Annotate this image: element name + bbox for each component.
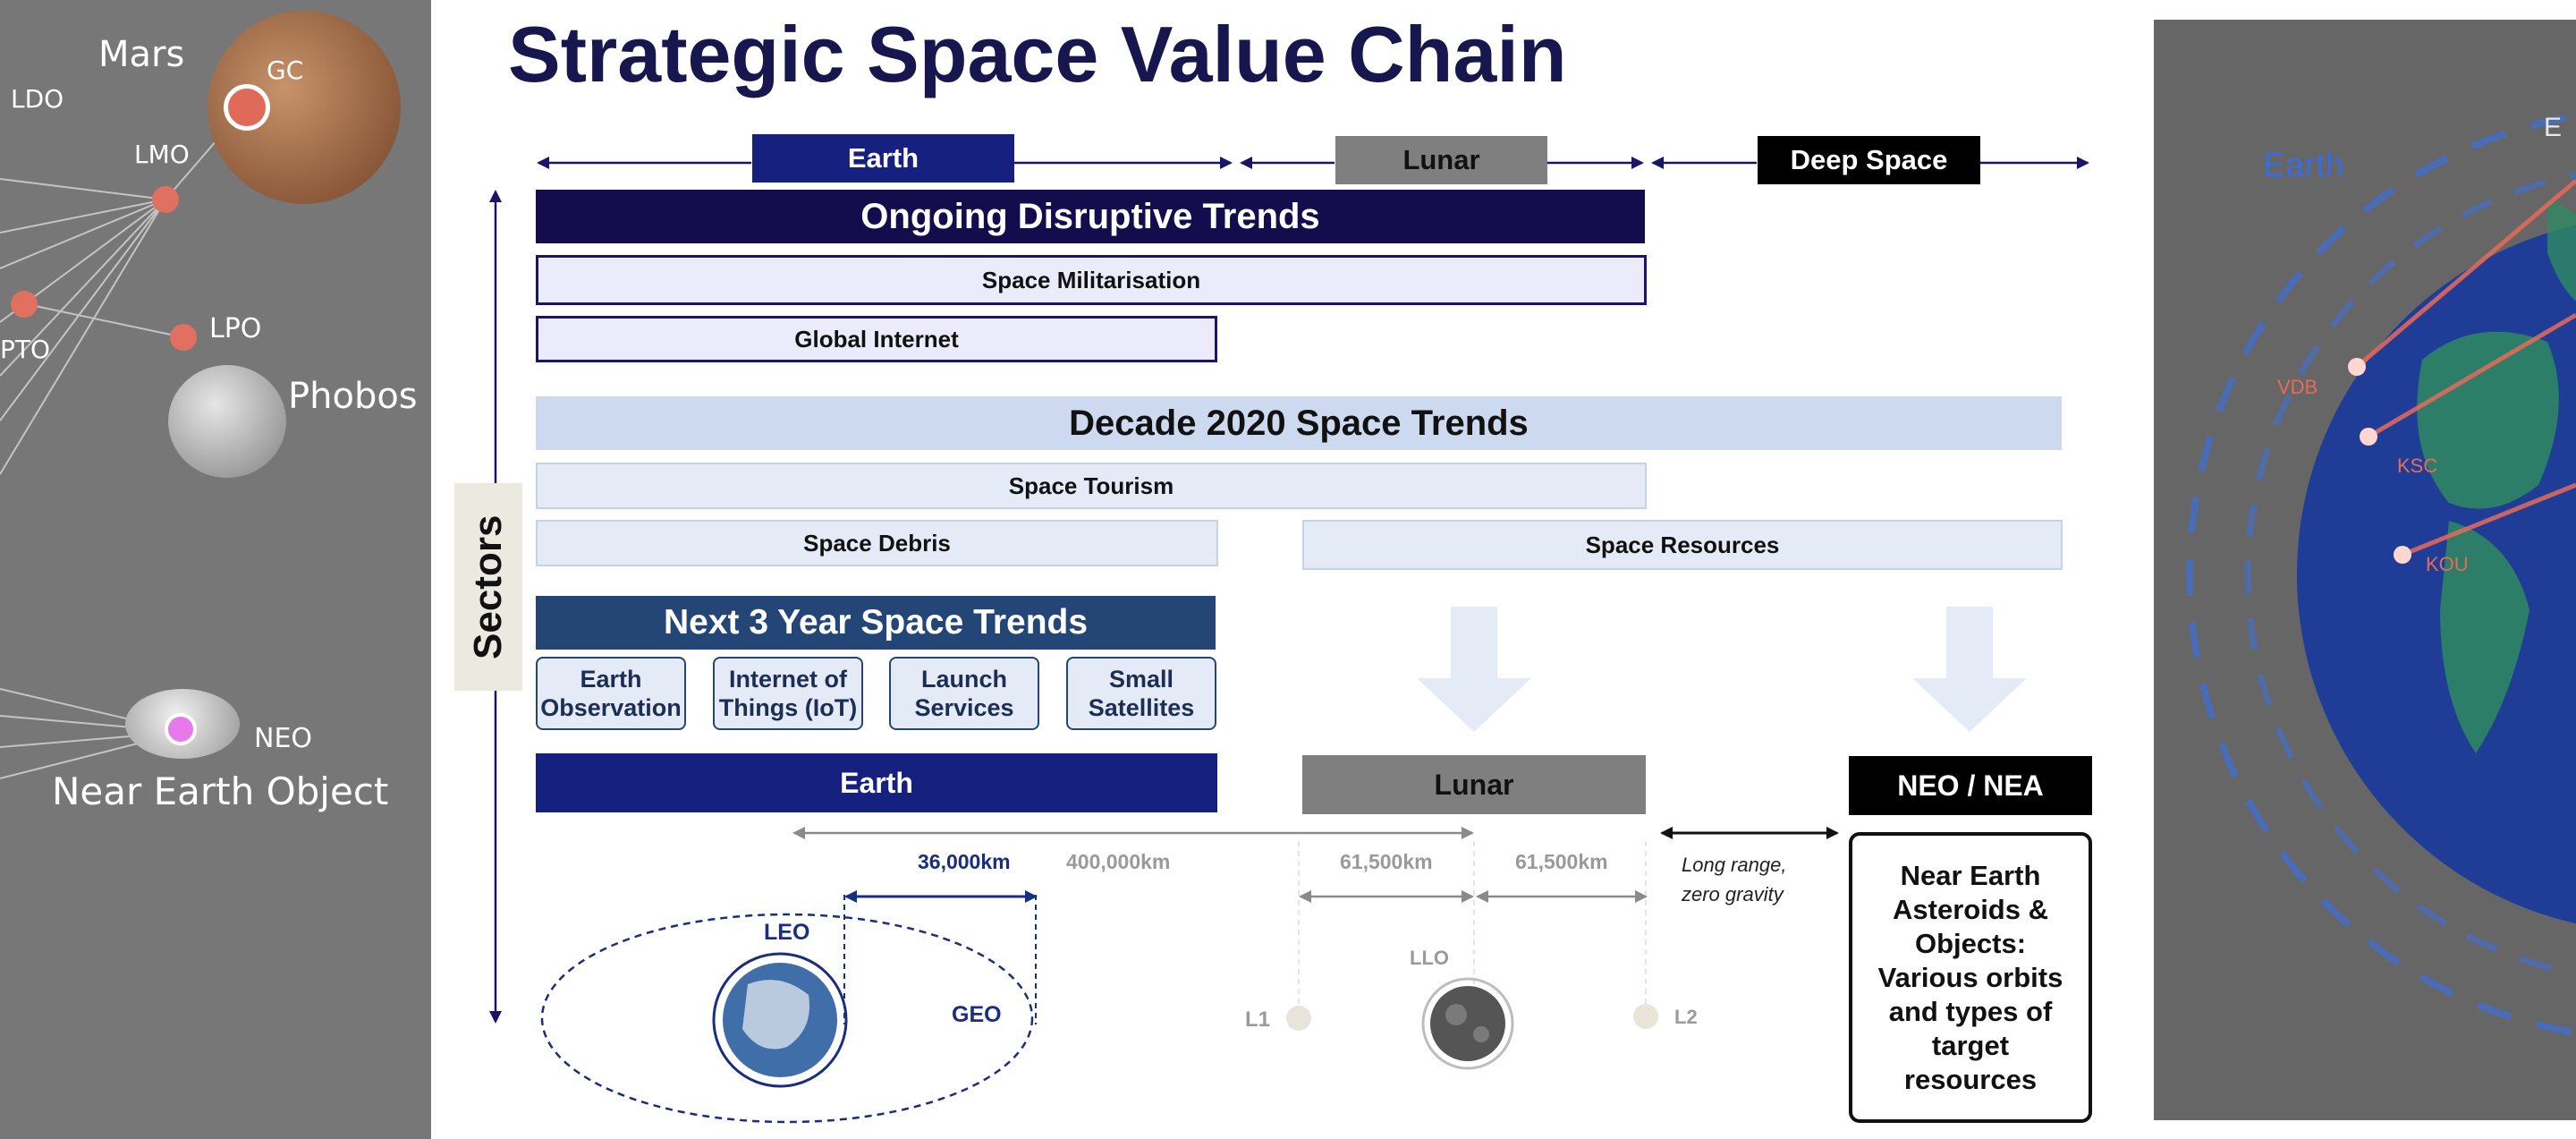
phobos-label: Phobos xyxy=(288,376,418,417)
distance-geo-label: 36,000km xyxy=(918,850,1011,873)
phobos-moon xyxy=(168,365,286,478)
page-title: Strategic Space Value Chain xyxy=(508,10,1567,98)
l2-label: L2 xyxy=(1674,1006,1698,1028)
trend-space-tourism: Space Tourism xyxy=(536,463,1647,509)
tile-iot: Internet of Things (IoT) xyxy=(713,657,863,730)
deep-space-note: Long range, zero gravity xyxy=(1682,854,1787,905)
lpo-label: LPO xyxy=(209,313,262,344)
sector-lunar: Lunar xyxy=(1302,755,1646,814)
vdb-label: VDB xyxy=(2277,376,2318,398)
gc-label: GC xyxy=(267,55,304,85)
sector-neo-nea: NEO / NEA xyxy=(1849,756,2092,815)
ongoing-trends-heading: Ongoing Disruptive Trends xyxy=(536,190,1645,243)
lpo-marker xyxy=(170,324,197,351)
sectors-label: Sectors xyxy=(466,514,510,659)
lmo-marker xyxy=(152,186,179,213)
distance-l2-label: 61,500km xyxy=(1515,850,1608,873)
sectors-label-box xyxy=(454,483,522,691)
ksc-label: KSC xyxy=(2397,455,2438,477)
region-deep-space-tag: Deep Space xyxy=(1758,136,1980,184)
lmo-label: LMO xyxy=(134,140,190,169)
distance-l1-label: 61,500km xyxy=(1340,850,1433,873)
trend-space-debris: Space Debris xyxy=(536,520,1218,566)
region-earth-tag: Earth xyxy=(752,134,1014,183)
pto-label: PTO xyxy=(0,335,51,364)
neo-marker xyxy=(165,713,197,745)
tile-earth-observation: Earth Observation xyxy=(536,657,686,730)
distance-moon-label: 400,000km xyxy=(1066,850,1171,873)
trend-global-internet: Global Internet xyxy=(536,316,1217,362)
llo-label: LLO xyxy=(1410,947,1449,969)
tile-small-satellites: Small Satellites xyxy=(1066,657,1216,730)
kou-label: KOU xyxy=(2426,553,2469,575)
left-panel-lines xyxy=(0,106,246,779)
near-earth-object-label: Near Earth Object xyxy=(52,769,389,813)
sector-earth: Earth xyxy=(536,753,1217,812)
geo-label: GEO xyxy=(952,1002,1002,1027)
gc-marker xyxy=(224,84,270,131)
right-panel-graphic xyxy=(2186,112,2576,1037)
neo-label: NEO xyxy=(254,723,313,754)
tile-launch-services: Launch Services xyxy=(889,657,1039,730)
l1-label: L1 xyxy=(1245,1007,1271,1032)
right-e-label: E xyxy=(2544,113,2563,142)
right-earth-label: Earth xyxy=(2263,147,2344,184)
pto-marker xyxy=(11,291,38,318)
region-lunar-tag: Lunar xyxy=(1335,136,1547,184)
trend-space-militarisation: Space Militarisation xyxy=(536,255,1647,305)
neo-description-box: Near Earth Asteroids & Objects: Various … xyxy=(1849,832,2092,1123)
ldo-label: LDO xyxy=(11,84,64,114)
decade-trends-heading: Decade 2020 Space Trends xyxy=(536,396,2062,450)
right-side-panel: Earth E VDB KSC KOU xyxy=(2154,20,2576,1120)
next3-trends-heading: Next 3 Year Space Trends xyxy=(536,596,1216,650)
left-side-panel: Mars GC LDO LMO PTO LPO Phobos NEO Near … xyxy=(0,0,431,1139)
leo-label: LEO xyxy=(764,920,810,945)
trend-space-resources: Space Resources xyxy=(1302,520,2063,570)
mars-label: Mars xyxy=(98,34,185,75)
